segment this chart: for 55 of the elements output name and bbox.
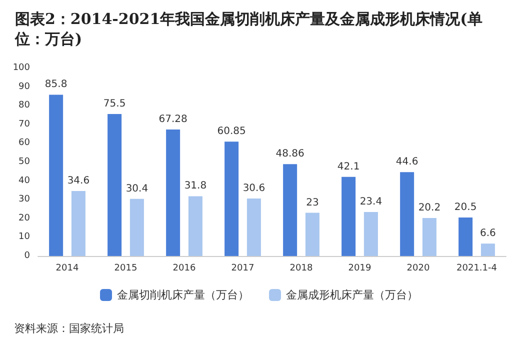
data-label: 23.4 [360, 196, 382, 208]
bar [283, 164, 298, 256]
bar [480, 244, 495, 256]
y-tick-label: 20 [18, 213, 30, 224]
data-label: 44.6 [396, 156, 418, 168]
bar [458, 217, 473, 256]
bar [305, 212, 320, 256]
y-tick-label: 100 [12, 63, 30, 73]
y-tick-label: 40 [18, 176, 30, 186]
x-tick-label: 2016 [172, 264, 196, 274]
data-label: 30.6 [242, 182, 266, 194]
bar [108, 114, 122, 256]
x-tick-label: 2020 [406, 264, 430, 274]
data-label: 20.2 [418, 202, 441, 214]
data-label: 75.5 [103, 98, 126, 110]
data-label: 48.86 [276, 148, 304, 160]
x-tick-label: 2019 [348, 264, 372, 274]
data-label: 42.1 [337, 161, 360, 172]
y-tick-label: 70 [18, 119, 30, 130]
y-tick-label: 30 [18, 194, 30, 205]
y-tick-label: 80 [18, 100, 30, 111]
x-tick-label: 2021.1-4 [456, 264, 498, 274]
data-label: 20.5 [454, 202, 477, 213]
y-tick-label: 10 [18, 232, 30, 242]
data-label: 6.6 [480, 228, 496, 240]
data-label: 34.6 [67, 175, 90, 186]
chart-title: 图表2：2014-2021年我国金属切削机床产量及金属成形机床情况(单位：万台) [14, 10, 482, 48]
bar [364, 212, 378, 256]
bar [49, 94, 64, 256]
bar [246, 198, 261, 256]
bar [166, 130, 180, 256]
data-label: 23 [306, 197, 319, 208]
y-tick-label: 0 [24, 251, 30, 261]
x-tick-label: 2015 [114, 264, 138, 274]
y-tick-label: 90 [18, 82, 30, 92]
data-label: 30.4 [126, 183, 148, 194]
x-tick-label: 2017 [231, 264, 254, 274]
y-tick-label: 60 [18, 138, 30, 148]
bar [224, 142, 239, 256]
bar [342, 176, 356, 256]
x-tick-label: 2014 [56, 264, 79, 274]
bar [422, 218, 436, 256]
legend-label: 金属切削机床产量（万台） [117, 288, 249, 302]
data-label: 31.8 [184, 180, 207, 192]
legend-label: 金属成形机床产量（万台） [286, 288, 418, 302]
data-label: 60.85 [217, 126, 246, 138]
bar [188, 196, 202, 256]
bar [71, 190, 86, 256]
data-label: 67.28 [158, 114, 188, 126]
bar [130, 198, 144, 256]
data-label: 85.8 [44, 79, 68, 90]
y-tick-label: 50 [18, 157, 30, 167]
bar [400, 172, 414, 256]
x-tick-label: 2018 [290, 264, 313, 274]
text: 资料来源：国家统计局 [14, 322, 124, 335]
